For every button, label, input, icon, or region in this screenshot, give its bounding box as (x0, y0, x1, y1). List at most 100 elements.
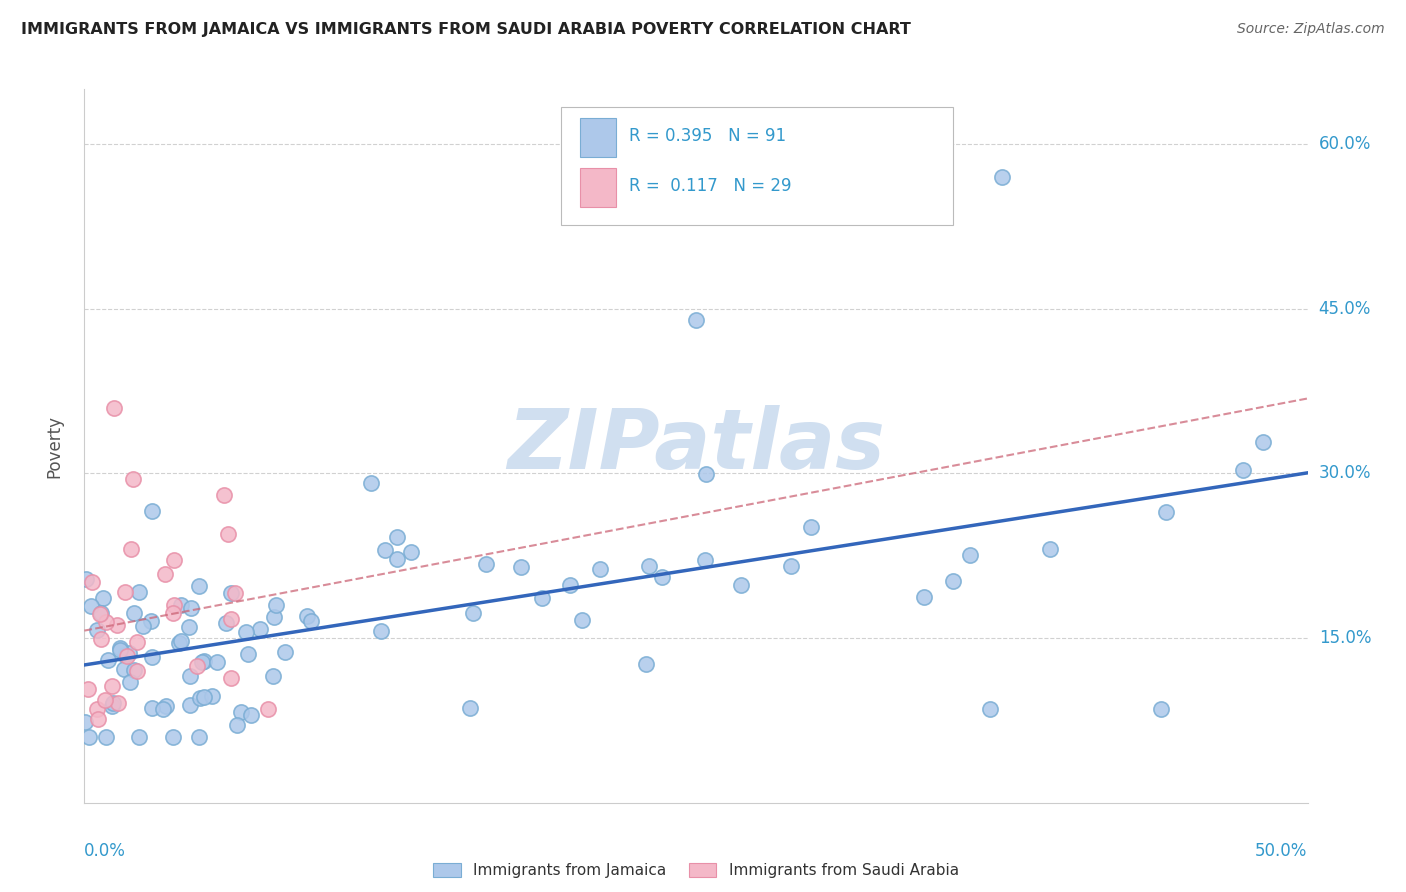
Point (90, 606, 112, 620)
Point (651, 569, 673, 583)
Point (108, 643, 131, 657)
Point (201, 689, 224, 703)
Point (385, 551, 408, 566)
Point (262, 669, 284, 683)
Text: ZIPatlas: ZIPatlas (508, 406, 884, 486)
Point (101, 697, 124, 711)
Point (107, 696, 129, 710)
Point (226, 718, 249, 732)
Point (191, 655, 214, 669)
Point (103, 401, 125, 415)
Point (179, 698, 201, 712)
Point (1154, 505, 1177, 519)
Point (800, 520, 823, 534)
Point (141, 649, 163, 664)
Text: IMMIGRANTS FROM JAMAICA VS IMMIGRANTS FROM SAUDI ARABIA POVERTY CORRELATION CHAR: IMMIGRANTS FROM JAMAICA VS IMMIGRANTS FR… (21, 22, 911, 37)
Point (76, 681, 98, 696)
Point (221, 586, 243, 600)
Point (266, 599, 288, 613)
Point (695, 467, 717, 482)
Point (685, 312, 707, 326)
Point (219, 612, 242, 626)
Point (193, 690, 215, 704)
Point (1150, 702, 1173, 716)
Point (475, 558, 498, 572)
Point (163, 553, 186, 567)
Point (263, 609, 285, 624)
Point (695, 552, 717, 566)
Text: 45.0%: 45.0% (1319, 300, 1371, 318)
Point (87, 712, 110, 726)
Point (637, 559, 659, 574)
Text: 60.0%: 60.0% (1319, 135, 1371, 153)
Point (979, 702, 1001, 716)
Point (274, 645, 297, 659)
Point (120, 541, 142, 556)
Point (730, 578, 752, 592)
Point (239, 707, 262, 722)
Point (122, 663, 145, 677)
Point (167, 636, 190, 650)
Point (571, 613, 593, 627)
Legend: Immigrants from Jamaica, Immigrants from Saudi Arabia: Immigrants from Jamaica, Immigrants from… (427, 856, 965, 884)
Point (155, 567, 177, 582)
Point (91, 591, 114, 605)
Point (162, 607, 184, 621)
Point (101, 679, 124, 693)
Point (636, 657, 658, 671)
Point (589, 561, 612, 575)
Point (187, 730, 209, 744)
Point (139, 614, 162, 628)
Point (152, 702, 174, 716)
Point (461, 606, 484, 620)
Point (193, 653, 215, 667)
Point (177, 620, 200, 634)
Bar (579, 168, 616, 207)
Point (236, 648, 259, 662)
Y-axis label: Poverty: Poverty (45, 415, 63, 477)
Text: 50.0%: 50.0% (1256, 842, 1308, 860)
Point (214, 615, 236, 630)
Point (374, 542, 396, 557)
Text: R = 0.395   N = 91: R = 0.395 N = 91 (628, 127, 786, 145)
Point (118, 674, 141, 689)
Point (186, 659, 208, 673)
Point (224, 585, 246, 599)
Point (295, 608, 318, 623)
Point (97, 653, 120, 667)
Point (90, 632, 112, 646)
Point (122, 472, 145, 486)
Point (118, 646, 141, 660)
Point (1232, 463, 1254, 477)
Point (249, 623, 271, 637)
Point (229, 705, 252, 719)
Point (217, 527, 239, 541)
Point (75, 572, 97, 586)
Point (94, 615, 117, 629)
Point (1039, 542, 1062, 557)
Point (780, 559, 803, 574)
Point (1251, 434, 1274, 449)
Point (86, 702, 108, 716)
Point (530, 591, 553, 606)
Point (235, 624, 257, 639)
Point (458, 701, 481, 715)
Bar (579, 118, 616, 157)
Point (163, 598, 186, 612)
Point (125, 664, 148, 678)
Point (942, 574, 965, 589)
Point (219, 671, 242, 685)
Point (370, 624, 392, 639)
Point (141, 701, 163, 715)
Text: Source: ZipAtlas.com: Source: ZipAtlas.com (1237, 22, 1385, 37)
Text: R =  0.117   N = 29: R = 0.117 N = 29 (628, 177, 792, 194)
Point (107, 617, 129, 632)
Point (128, 730, 150, 744)
Point (89, 607, 111, 621)
Point (155, 699, 177, 714)
Point (94, 693, 117, 707)
Point (170, 633, 193, 648)
Point (510, 560, 533, 574)
Text: 30.0%: 30.0% (1319, 465, 1371, 483)
Point (75, 714, 97, 729)
